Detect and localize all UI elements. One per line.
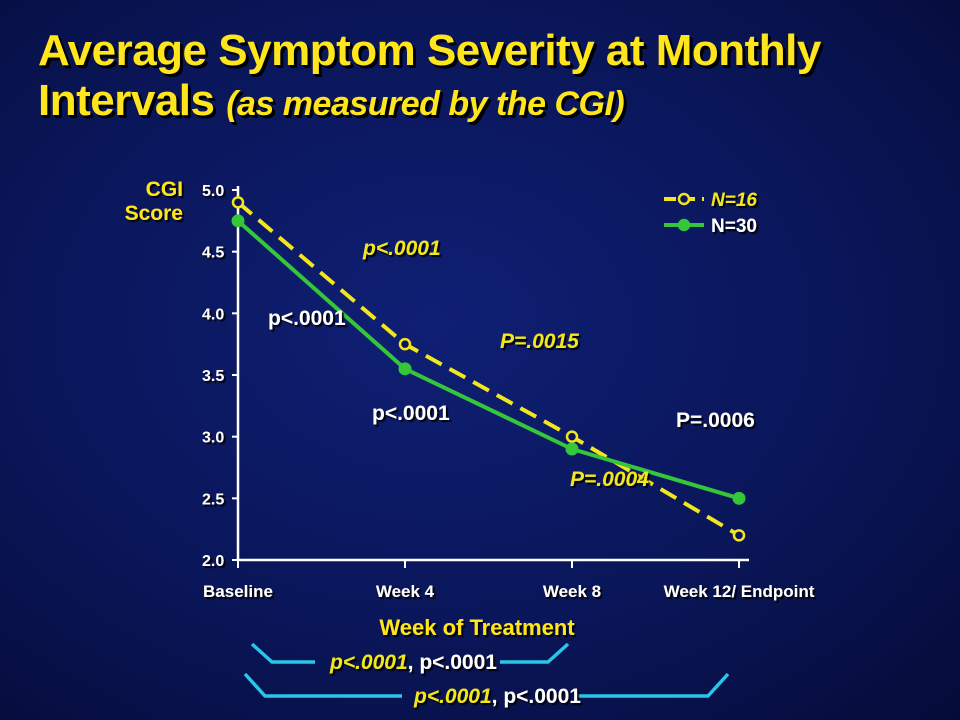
y-tick-label: 2.5 bbox=[202, 491, 224, 508]
y-tick-label: 3.5 bbox=[202, 368, 224, 385]
bracket-line bbox=[500, 642, 570, 664]
annotation-label: P=.0015 bbox=[500, 330, 579, 353]
title-line-1: Average Symptom Severity at Monthly bbox=[38, 26, 821, 75]
legend-swatch-marker bbox=[677, 192, 691, 206]
bracket-label-part: , bbox=[408, 651, 420, 674]
title-line-2: Intervals bbox=[38, 76, 215, 125]
annotation-label: P=.0006 bbox=[676, 409, 755, 432]
x-tick-label: Week 12/ Endpoint bbox=[664, 582, 815, 601]
data-point bbox=[398, 362, 412, 376]
annotation-label: p<.0001 bbox=[268, 307, 346, 330]
annotations: p<.0001 p<.0001 P=.0015 p<.0001 P=.0004 P=.00… bbox=[268, 237, 755, 491]
bracket-label: p<.0001, p<.0001 bbox=[413, 685, 581, 708]
y-tick-label: 4.0 bbox=[202, 306, 224, 323]
bracket-line bbox=[578, 672, 730, 698]
data-point bbox=[565, 442, 579, 456]
data-point bbox=[231, 214, 245, 228]
y-tick-label: 5.0 bbox=[202, 183, 224, 200]
data-point bbox=[231, 196, 245, 209]
y-tick-label: 4.5 bbox=[202, 245, 224, 262]
bracket-label: p<.0001, p<.0001 bbox=[329, 651, 497, 674]
annotation-label: P=.0004 bbox=[570, 468, 649, 491]
legend-swatch-marker bbox=[677, 218, 691, 232]
series-layer bbox=[231, 196, 746, 542]
data-point bbox=[565, 430, 579, 443]
x-tick-label: Week 4 bbox=[376, 582, 435, 601]
data-point bbox=[732, 491, 746, 505]
title-subtitle: (as measured by the CGI) bbox=[226, 85, 625, 123]
y-tick-label: 3.0 bbox=[202, 430, 224, 447]
y-axis-label: CGI bbox=[146, 178, 183, 201]
annotation-label: p<.0001 bbox=[362, 237, 441, 260]
axes: 5.0 4.5 4.0 3.5 3.0 2.5 2.0 Baseline Week 4 Week … bbox=[125, 178, 815, 640]
series-line-n30 bbox=[236, 219, 740, 501]
legend-label: N=16 bbox=[711, 190, 757, 211]
bracket-line bbox=[250, 642, 315, 664]
legend-label: N=30 bbox=[711, 216, 757, 237]
x-tick-label: Baseline bbox=[203, 582, 273, 601]
bracket-line bbox=[243, 672, 402, 698]
bracket-label-part: p<.0001 bbox=[413, 685, 492, 708]
bracket-label-part: p<.0001 bbox=[419, 651, 497, 674]
legend: N=16 N=30 bbox=[664, 190, 757, 237]
x-axis-label: Week of Treatment bbox=[379, 615, 575, 640]
y-axis-label: Score bbox=[125, 202, 183, 225]
series-line-n16 bbox=[236, 200, 741, 538]
data-point bbox=[732, 529, 746, 542]
data-point bbox=[398, 337, 412, 351]
annotation-label: p<.0001 bbox=[372, 402, 450, 425]
x-tick-label: Week 8 bbox=[543, 582, 601, 601]
bracket-label-part: p<.0001 bbox=[503, 685, 581, 708]
y-tick-label: 2.0 bbox=[202, 553, 224, 570]
page-title: Average Symptom Severity at Monthly Inte… bbox=[38, 26, 821, 129]
bracket-label-part: , bbox=[492, 685, 504, 708]
bracket-label-part: p<.0001 bbox=[329, 651, 408, 674]
